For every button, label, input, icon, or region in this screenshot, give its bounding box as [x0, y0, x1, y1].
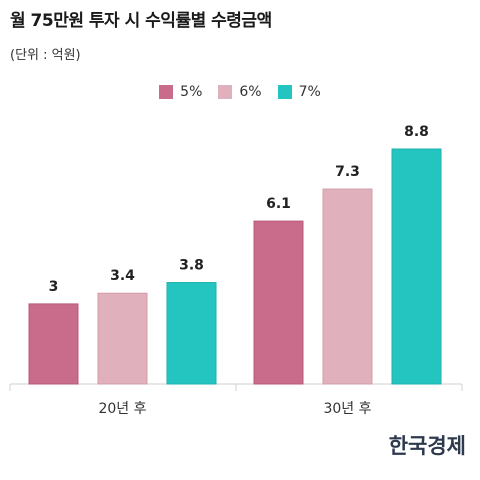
data-label-7pct-1: 8.8	[404, 124, 429, 140]
legend-swatch-7pct	[277, 85, 292, 99]
legend-item-7pct: 7%	[277, 84, 321, 100]
bar-7pct-1	[391, 148, 442, 385]
bar-6pct-1	[322, 188, 373, 385]
chart-legend: 5% 6% 7%	[0, 84, 480, 100]
bar-6pct-0	[97, 292, 148, 385]
data-label-6pct-1: 7.3	[335, 164, 360, 180]
data-label-7pct-0: 3.8	[179, 258, 204, 274]
data-label-5pct-1: 6.1	[266, 196, 291, 212]
unit-label: (단위 : 억원)	[10, 48, 81, 63]
x-tick-label-1: 30년 후	[323, 401, 371, 417]
chart-title: 월 75만원 투자 시 수익률별 수령금액	[10, 11, 272, 31]
legend-item-5pct: 5%	[159, 84, 202, 100]
x-tick-label-0: 20년 후	[98, 401, 146, 417]
legend-swatch-5pct	[159, 85, 174, 99]
brand-logo: 한국경제	[388, 433, 466, 458]
data-label-6pct-0: 3.4	[110, 268, 135, 284]
legend-item-6pct: 6%	[218, 84, 262, 100]
legend-label-7pct: 7%	[298, 84, 321, 100]
bar-5pct-0	[28, 303, 79, 385]
bar-5pct-1	[253, 220, 304, 385]
legend-label-5pct: 5%	[180, 84, 203, 100]
legend-swatch-6pct	[218, 85, 233, 99]
data-label-5pct-0: 3	[49, 279, 59, 295]
bar-7pct-0	[166, 282, 217, 385]
legend-label-6pct: 6%	[239, 84, 262, 100]
